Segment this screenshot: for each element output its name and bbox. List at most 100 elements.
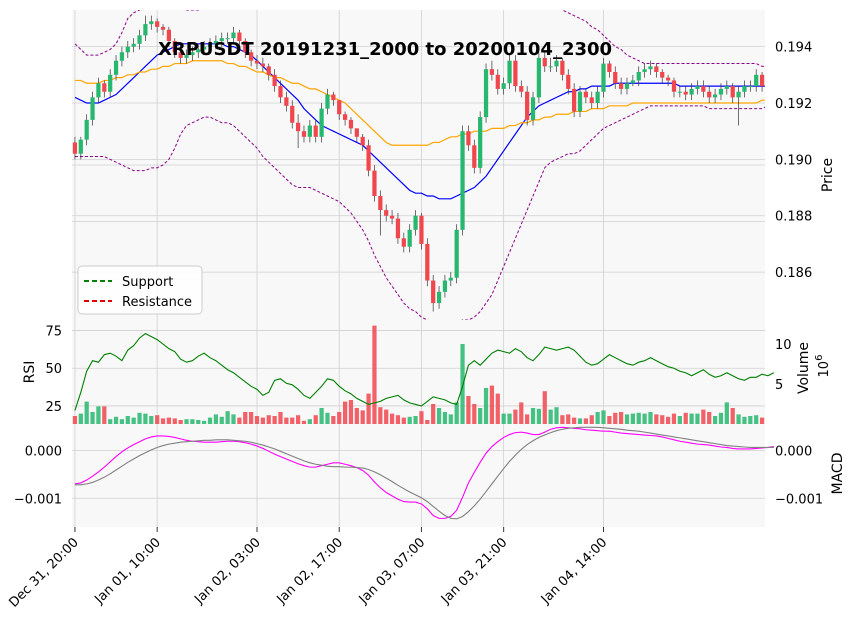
volume-bar xyxy=(225,411,230,424)
candle-body xyxy=(536,57,542,98)
volume-bar xyxy=(160,418,166,424)
volume-bar xyxy=(249,412,254,424)
candle-body xyxy=(84,119,89,140)
candle-body xyxy=(196,49,201,53)
volume-bar xyxy=(401,417,406,424)
rsi-tick-label: 75 xyxy=(45,325,62,340)
volume-bar xyxy=(413,416,418,424)
candle-body xyxy=(348,119,354,129)
volume-bar xyxy=(354,408,359,424)
candle-body xyxy=(759,74,765,87)
candle-body xyxy=(489,69,495,75)
macd-left-tick-label: −0.001 xyxy=(14,492,62,507)
candle-body xyxy=(108,74,113,92)
candle-body xyxy=(207,43,213,47)
volume-bar xyxy=(460,344,465,424)
volume-bar xyxy=(671,413,677,424)
volume-bar xyxy=(113,416,119,424)
volume-bar xyxy=(295,415,301,424)
volume-bar xyxy=(730,408,735,424)
candle-body xyxy=(366,145,371,171)
candle-body xyxy=(730,86,735,98)
candle-body xyxy=(407,229,412,247)
macd-right-tick-label: −0.001 xyxy=(775,492,823,507)
volume-bar xyxy=(384,409,389,424)
volume-bar xyxy=(108,419,113,424)
volume-bar xyxy=(589,415,594,424)
price-tick-label: 0.190 xyxy=(775,153,812,168)
volume-bar xyxy=(149,416,154,424)
candle-body xyxy=(577,91,583,112)
candle-body xyxy=(607,63,612,72)
rsi-tick-label: 25 xyxy=(45,400,62,415)
volume-bar xyxy=(495,393,500,424)
volume-bar xyxy=(137,412,142,424)
volume-bar xyxy=(454,402,459,424)
volume-bar xyxy=(84,401,89,424)
volume-bar xyxy=(301,420,307,424)
candle-body xyxy=(360,136,365,146)
volume-bar xyxy=(742,416,747,424)
volume-bar xyxy=(436,408,442,424)
volume-bar xyxy=(513,409,518,424)
volume-bar xyxy=(243,412,248,424)
volume-bar xyxy=(601,410,606,424)
volume-bar xyxy=(718,412,724,424)
moving-average-line xyxy=(74,43,765,200)
candle-body xyxy=(290,105,295,123)
candle-body xyxy=(478,117,483,168)
volume-bar xyxy=(654,414,659,424)
volume-bar xyxy=(231,414,236,424)
candle-body xyxy=(237,32,242,41)
candle-body xyxy=(466,131,471,146)
volume-bar xyxy=(366,393,371,424)
candle-body xyxy=(742,86,747,92)
candle-body xyxy=(190,52,195,56)
volume-bar xyxy=(642,413,647,424)
volume-bar xyxy=(530,408,536,424)
candle-body xyxy=(96,83,101,98)
legend-label: Resistance xyxy=(122,295,192,310)
candle-body xyxy=(337,100,342,115)
candle-body xyxy=(143,24,148,36)
volume-bar xyxy=(254,416,260,424)
volume-bar xyxy=(478,408,483,424)
volume-bar xyxy=(307,419,312,424)
candle-body xyxy=(701,86,706,92)
volume-bar xyxy=(542,391,547,424)
volume-bar xyxy=(178,420,183,424)
volume-bar xyxy=(202,420,207,424)
candle-body xyxy=(149,21,154,25)
candle-body xyxy=(243,41,248,53)
candle-body xyxy=(665,77,671,81)
candle-body xyxy=(642,69,647,72)
candle-body xyxy=(313,125,318,137)
candle-body xyxy=(384,210,389,216)
candle-body xyxy=(519,86,524,92)
volume-bar xyxy=(712,416,718,424)
candle-body xyxy=(307,125,312,137)
candle-body xyxy=(295,122,301,132)
volume-bar xyxy=(237,417,242,424)
volume-bar xyxy=(213,414,218,424)
candle-body xyxy=(278,86,283,98)
candle-body xyxy=(225,38,230,40)
candle-body xyxy=(325,94,330,109)
candle-body xyxy=(90,97,95,120)
candle-body xyxy=(184,55,189,58)
volume-bar xyxy=(624,414,630,424)
volume-bar xyxy=(395,415,401,424)
candle-body xyxy=(413,215,418,230)
volume-bar xyxy=(507,413,512,424)
candle-body xyxy=(495,74,500,89)
candle-body xyxy=(319,108,324,137)
volume-bar xyxy=(290,417,295,424)
candle-body xyxy=(724,86,729,89)
volume-bar xyxy=(278,412,283,424)
candle-body xyxy=(677,91,682,93)
volume-bar xyxy=(519,402,524,424)
candle-body xyxy=(254,60,260,64)
volume-bar xyxy=(548,409,553,424)
